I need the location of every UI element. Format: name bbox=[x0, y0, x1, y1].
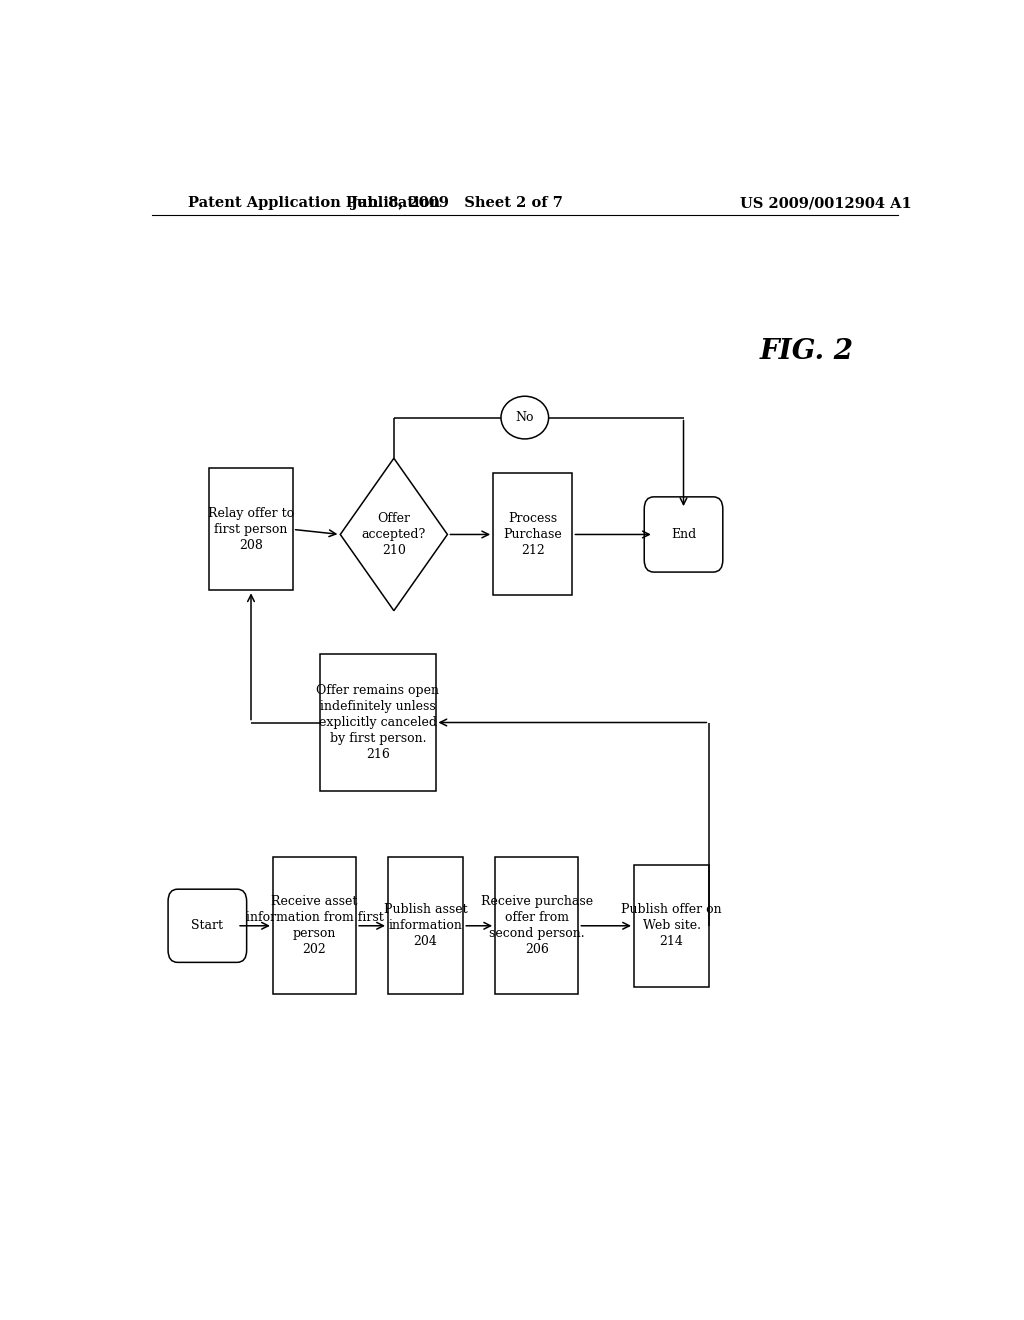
Text: No: No bbox=[515, 411, 535, 424]
Text: Offer
accepted?
210: Offer accepted? 210 bbox=[361, 512, 426, 557]
FancyBboxPatch shape bbox=[272, 857, 356, 994]
FancyBboxPatch shape bbox=[168, 890, 247, 962]
Text: Offer remains open
indefinitely unless
explicitly canceled
by first person.
216: Offer remains open indefinitely unless e… bbox=[316, 684, 439, 762]
FancyBboxPatch shape bbox=[209, 469, 293, 590]
Text: End: End bbox=[671, 528, 696, 541]
Text: Jan. 8, 2009   Sheet 2 of 7: Jan. 8, 2009 Sheet 2 of 7 bbox=[351, 197, 563, 210]
Ellipse shape bbox=[501, 396, 549, 440]
FancyBboxPatch shape bbox=[644, 496, 723, 572]
Polygon shape bbox=[340, 458, 447, 611]
Text: FIG. 2: FIG. 2 bbox=[760, 338, 854, 366]
FancyBboxPatch shape bbox=[321, 653, 435, 791]
FancyBboxPatch shape bbox=[634, 865, 710, 987]
FancyBboxPatch shape bbox=[388, 857, 463, 994]
Text: Relay offer to
first person
208: Relay offer to first person 208 bbox=[208, 507, 294, 552]
Text: Publish asset
information
204: Publish asset information 204 bbox=[384, 903, 467, 948]
Text: Receive asset
information from first
person
202: Receive asset information from first per… bbox=[246, 895, 383, 956]
Text: Patent Application Publication: Patent Application Publication bbox=[187, 197, 439, 210]
Text: Publish offer on
Web site.
214: Publish offer on Web site. 214 bbox=[622, 903, 722, 948]
Text: Start: Start bbox=[191, 919, 223, 932]
Text: US 2009/0012904 A1: US 2009/0012904 A1 bbox=[740, 197, 912, 210]
FancyBboxPatch shape bbox=[494, 474, 572, 595]
FancyBboxPatch shape bbox=[495, 857, 579, 994]
Text: Receive purchase
offer from
second person.
206: Receive purchase offer from second perso… bbox=[480, 895, 593, 956]
Text: Process
Purchase
212: Process Purchase 212 bbox=[504, 512, 562, 557]
